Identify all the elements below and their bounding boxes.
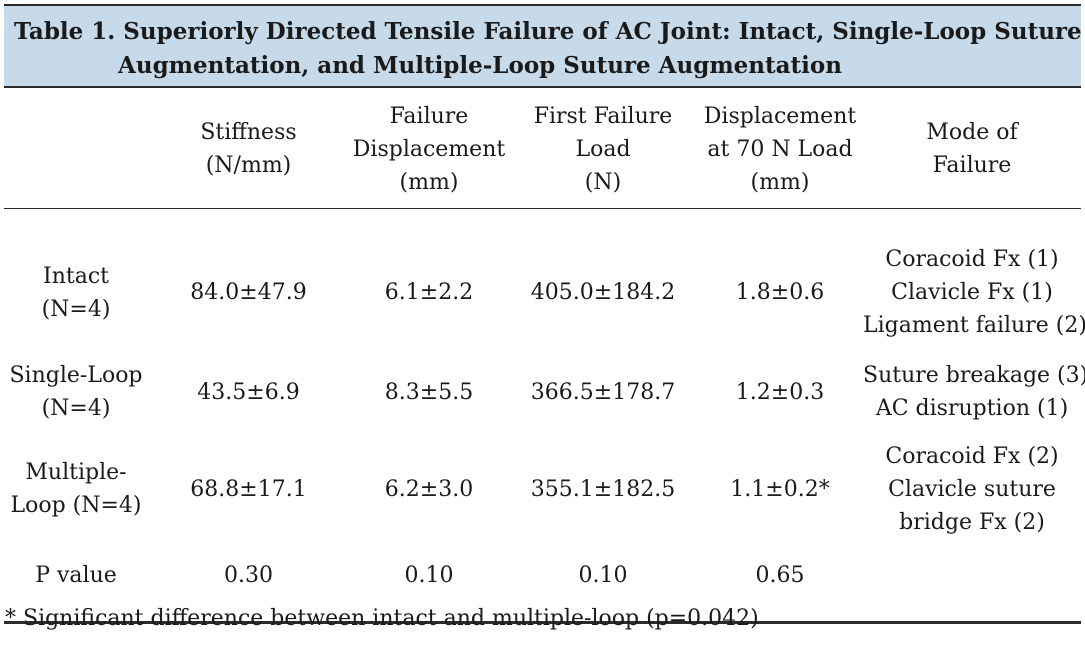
header-cell-stiffness: Stiffness (N/mm) [148, 90, 349, 209]
cell-mode-of-failure [863, 551, 1081, 599]
cell-failure-displacement: 6.1±2.2 [384, 280, 474, 305]
cell-first-failure-load: 405.0±184.2 [530, 280, 676, 305]
header-cell-displacement-70n: Displacement at 70 N Load (mm) [697, 90, 863, 209]
table-row-intact: Intact (N=4) 84.0±47.9 6.1±2.2 405.0±184… [4, 228, 1085, 357]
row-label: P value [35, 562, 117, 588]
cell-mode-of-failure: Coracoid Fx (2) Clavicle suture bridge F… [885, 443, 1059, 535]
table-title-line-2: Augmentation, and Multiple-Loop Suture A… [118, 52, 842, 79]
cell-first-failure-load: 355.1±182.5 [530, 476, 676, 502]
cell-displacement-70n: 1.1±0.2* [730, 476, 830, 502]
cell-stiffness: 68.8±17.1 [190, 476, 307, 502]
cell-failure-displacement: 0.10 [404, 562, 454, 588]
header-cell-group [4, 90, 148, 209]
header-row: Stiffness (N/mm) Failure Displacement (m… [4, 90, 1081, 209]
table-footnote: * Significant difference between intact … [5, 606, 759, 631]
cell-first-failure-load: 0.10 [578, 562, 628, 588]
table-row-single-loop: Single-Loop (N=4) 43.5±6.9 8.3±5.5 366.5… [4, 357, 1085, 427]
cell-stiffness: 0.30 [224, 562, 273, 588]
results-table: Stiffness (N/mm) Failure Displacement (m… [4, 90, 1085, 624]
header-cell-failure-displacement: Failure Displacement (mm) [349, 90, 509, 209]
table-title-line-1: Table 1. Superiorly Directed Tensile Fai… [14, 18, 1082, 45]
row-label: Single-Loop (N=4) [9, 363, 143, 421]
cell-displacement-70n: 1.2±0.3 [735, 379, 825, 405]
cell-displacement-70n: 0.65 [755, 562, 805, 588]
cell-stiffness: 43.5±6.9 [197, 379, 300, 405]
cell-mode-of-failure: Suture breakage (3) AC disruption (1) [863, 363, 1085, 421]
header-cell-mode-of-failure: Mode of Failure [863, 90, 1081, 209]
cell-failure-displacement: 6.2±3.0 [384, 476, 474, 502]
cell-displacement-70n: 1.8±0.6 [735, 280, 825, 305]
row-label: Intact (N=4) [41, 263, 111, 322]
table-row-p-value: P value 0.30 0.10 0.10 0.65 [4, 551, 1081, 599]
cell-mode-of-failure: Coracoid Fx (1) Clavicle Fx (1) Ligament… [863, 247, 1085, 338]
table-title-bar: Table 1. Superiorly Directed Tensile Fai… [4, 4, 1082, 88]
cell-stiffness: 84.0±47.9 [190, 280, 307, 305]
row-label: Multiple- Loop (N=4) [10, 460, 142, 518]
header-cell-first-failure-load: First Failure Load (N) [509, 90, 697, 209]
cell-first-failure-load: 366.5±178.7 [530, 379, 676, 405]
cell-failure-displacement: 8.3±5.5 [384, 379, 474, 405]
table-row-multiple-loop: Multiple- Loop (N=4) 68.8±17.1 6.2±3.0 3… [4, 427, 1081, 551]
